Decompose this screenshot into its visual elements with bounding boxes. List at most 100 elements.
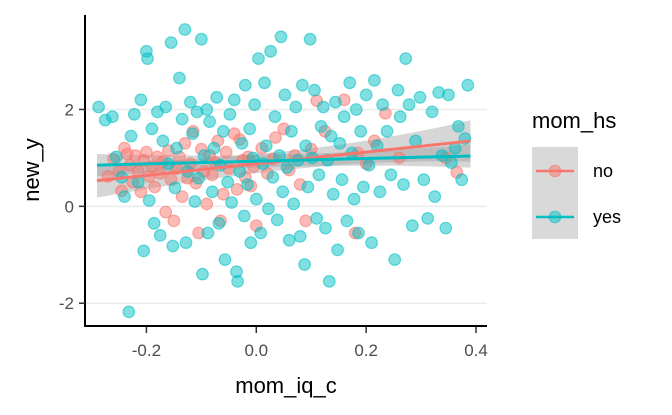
data-point-yes — [170, 141, 184, 155]
data-point-yes — [299, 139, 313, 153]
data-point-yes — [316, 100, 330, 114]
data-point-yes — [428, 190, 442, 204]
data-point-yes — [319, 221, 332, 235]
data-point-yes — [235, 136, 249, 150]
data-point-yes — [413, 90, 427, 104]
y-tick-label: 2 — [65, 100, 74, 119]
data-point-yes — [368, 73, 381, 87]
data-point-yes — [362, 158, 376, 172]
data-point-yes — [357, 180, 370, 194]
data-point-yes — [455, 173, 469, 187]
data-point-yes — [159, 100, 173, 114]
data-point-yes — [179, 236, 193, 250]
data-point-no — [200, 197, 214, 211]
data-point-yes — [417, 173, 431, 187]
data-point-yes — [326, 187, 340, 201]
y-tick-label: 0 — [65, 197, 74, 216]
data-point-yes — [397, 178, 410, 191]
data-point-yes — [399, 52, 413, 65]
data-point-yes — [266, 170, 280, 184]
data-point-yes — [223, 107, 237, 121]
data-point-yes — [231, 275, 245, 288]
data-point-yes — [212, 216, 226, 230]
data-point-yes — [337, 110, 351, 124]
data-point-no — [175, 190, 189, 204]
data-point-yes — [391, 83, 405, 97]
data-point-yes — [227, 93, 241, 107]
data-point-no — [230, 182, 244, 196]
data-point-yes — [405, 219, 419, 233]
data-point-yes — [359, 88, 373, 102]
data-point-yes — [175, 112, 189, 126]
y-tick-label: -2 — [59, 294, 74, 313]
data-point-yes — [237, 209, 251, 223]
data-point-yes — [200, 103, 214, 116]
data-point-yes — [388, 253, 402, 267]
data-point-yes — [192, 171, 206, 185]
data-point-yes — [254, 226, 268, 240]
data-point-yes — [270, 213, 284, 227]
data-point-yes — [203, 115, 217, 128]
data-point-yes — [221, 175, 235, 189]
data-point-yes — [349, 103, 363, 116]
data-point-yes — [178, 23, 192, 36]
regression-line-yes — [96, 154, 471, 167]
data-point-yes — [172, 71, 186, 85]
data-point-yes — [393, 110, 407, 124]
data-point-yes — [268, 110, 282, 124]
data-point-yes — [365, 236, 379, 250]
legend-key-point-yes — [548, 210, 562, 224]
data-point-yes — [196, 267, 209, 281]
data-point-yes — [442, 88, 455, 102]
data-point-no — [269, 131, 282, 144]
data-point-yes — [166, 239, 180, 253]
data-point-yes — [303, 32, 317, 46]
y-ticks: -2 0 2 — [59, 100, 85, 313]
data-point-yes — [188, 195, 202, 208]
data-point-yes — [276, 185, 290, 199]
data-point-yes — [145, 122, 159, 136]
data-point-no — [159, 205, 173, 219]
legend-label-no: no — [593, 161, 613, 181]
data-point-yes — [244, 236, 258, 250]
legend-label-yes: yes — [593, 207, 621, 227]
data-point-no — [205, 168, 219, 182]
data-point-yes — [201, 226, 215, 240]
data-point-yes — [252, 52, 265, 65]
data-point-yes — [264, 44, 278, 58]
data-point-yes — [280, 161, 294, 175]
data-point-yes — [127, 107, 141, 121]
x-tick-label: 0.4 — [464, 341, 488, 360]
data-point-yes — [197, 149, 211, 162]
x-tick-label: 0.2 — [354, 341, 378, 360]
data-point-yes — [333, 136, 347, 150]
data-point-yes — [312, 168, 326, 182]
data-point-yes — [259, 139, 273, 153]
data-point-yes — [402, 98, 416, 111]
data-point-yes — [376, 98, 390, 111]
data-point-yes — [324, 129, 338, 143]
data-point-no — [167, 214, 181, 228]
data-point-yes — [373, 185, 387, 199]
data-point-yes — [122, 305, 136, 319]
data-point-yes — [301, 180, 315, 194]
data-point-yes — [310, 211, 324, 225]
data-point-yes — [92, 100, 105, 114]
x-axis-title: mom_iq_c — [235, 373, 336, 398]
data-point-no — [219, 145, 233, 159]
data-point-yes — [243, 122, 257, 136]
data-point-yes — [248, 98, 262, 111]
data-point-yes — [168, 181, 182, 195]
data-point-yes — [343, 76, 357, 90]
data-point-no — [299, 214, 313, 228]
data-point-yes — [289, 100, 303, 114]
data-point-yes — [314, 119, 328, 133]
data-point-no — [139, 145, 153, 159]
axes — [84, 15, 487, 327]
data-point-yes — [183, 95, 197, 109]
data-point-yes — [298, 258, 312, 271]
y-axis-title: new_y — [19, 138, 44, 202]
data-point-yes — [439, 221, 453, 235]
data-point-yes — [278, 88, 292, 102]
